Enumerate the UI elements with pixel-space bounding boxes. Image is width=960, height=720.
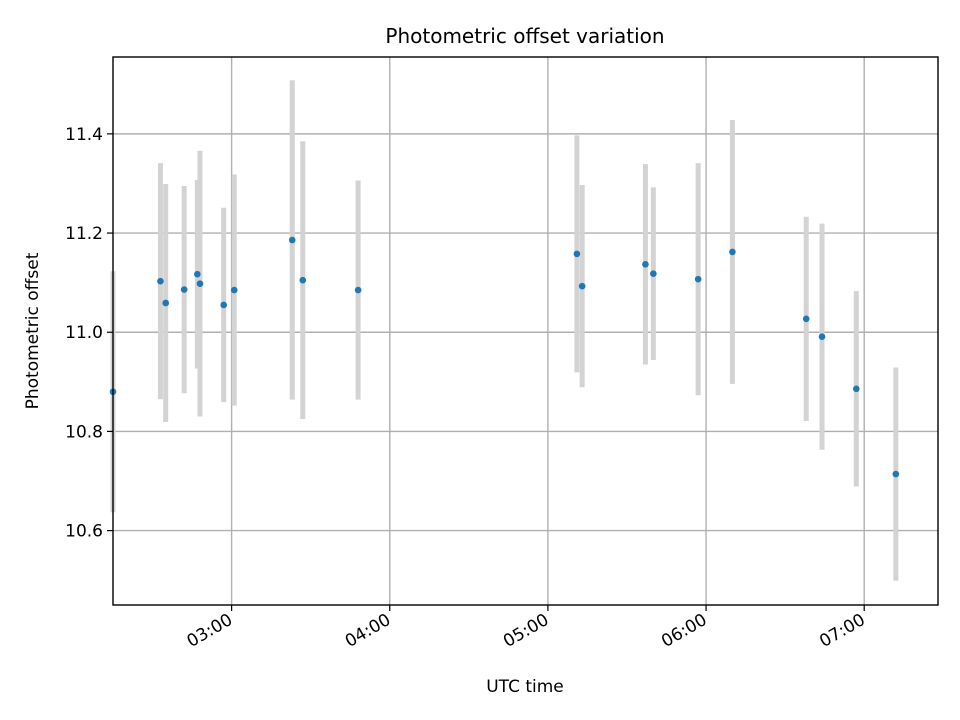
data-point: [818, 333, 826, 341]
x-axis-label: UTC time: [486, 677, 564, 697]
data-point: [892, 470, 900, 478]
data-point: [650, 270, 657, 278]
y-tick-label: 11.4: [65, 125, 103, 145]
data-point: [220, 301, 228, 309]
y-axis-label: Photometric offset: [23, 252, 43, 409]
data-point: [230, 286, 238, 294]
data-point: [180, 286, 188, 293]
data-point: [578, 282, 586, 290]
chart-title: Photometric offset variation: [385, 24, 664, 48]
data-point: [162, 299, 170, 307]
data-point: [852, 385, 860, 393]
data-point: [642, 260, 649, 268]
data-point: [288, 236, 296, 244]
y-axis-ticks: 10.6 10.8 11.0 11.2 11.4: [65, 125, 113, 542]
y-tick-label: 11.2: [65, 224, 103, 244]
data-point: [802, 315, 810, 323]
y-tick-label: 11.0: [65, 323, 103, 343]
data-points: [109, 236, 900, 478]
y-tick-label: 10.8: [65, 422, 103, 442]
data-point: [354, 286, 362, 294]
x-grid: [230, 57, 865, 605]
data-point: [196, 280, 204, 287]
y-grid: [113, 133, 938, 532]
data-point: [157, 277, 164, 285]
data-point: [573, 250, 581, 258]
data-point: [729, 248, 736, 256]
data-point: [694, 275, 702, 283]
plot-frame: [112, 56, 939, 606]
y-tick-label: 10.6: [65, 522, 103, 542]
data-point: [299, 276, 307, 284]
data-point: [194, 270, 201, 278]
